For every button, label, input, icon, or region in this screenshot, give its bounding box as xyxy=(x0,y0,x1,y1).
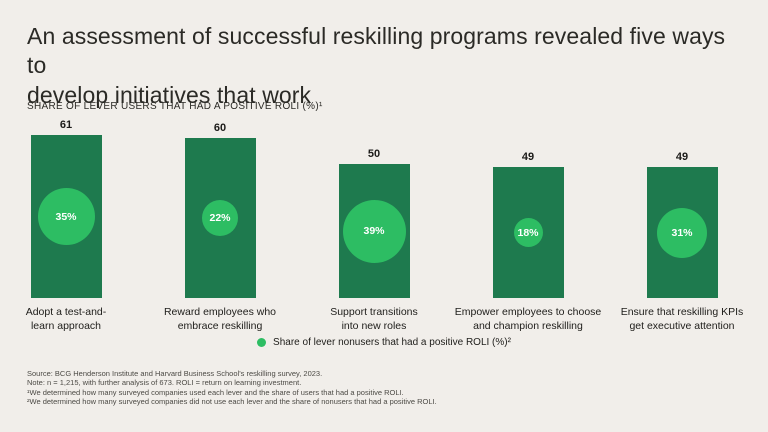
footer-notes: Source: BCG Henderson Institute and Harv… xyxy=(27,369,747,407)
legend-dot-icon xyxy=(257,338,267,347)
bar-value-label: 49 xyxy=(521,151,535,163)
user-share-bar: 18% xyxy=(492,167,564,298)
bar-value-label: 50 xyxy=(367,148,381,160)
bar-column-4: 49 18% xyxy=(451,151,605,298)
footer-line: Source: BCG Henderson Institute and Harv… xyxy=(27,369,323,378)
bar-value-label: 49 xyxy=(675,151,689,163)
bar-value-label: 61 xyxy=(59,119,73,131)
legend: Share of lever nonusers that had a posit… xyxy=(0,337,768,348)
bar-category-label: Reward employees who embrace reskilling xyxy=(163,306,277,332)
bar-column-1: 61 35% xyxy=(0,119,143,298)
bar-column-5: 49 31% xyxy=(605,151,759,298)
legend-label: Share of lever nonusers that had a posit… xyxy=(273,337,511,348)
axis-title: SHARE OF LEVER USERS THAT HAD A POSITIVE… xyxy=(27,101,323,112)
bar-value-label: 60 xyxy=(213,122,227,134)
slide-title-line2: develop initiatives that work xyxy=(27,81,312,108)
bar-category-label: Adopt a test-and-learn approach xyxy=(25,306,107,332)
bar-column-2: 60 22% xyxy=(143,122,297,298)
nonuser-share-circle: 35% xyxy=(37,188,95,245)
nonuser-share-circle: 18% xyxy=(513,218,543,247)
nonuser-share-circle: 22% xyxy=(202,200,238,236)
bar-category-label: Support transitions into new roles xyxy=(330,306,418,332)
nonuser-share-circle: 39% xyxy=(342,199,406,263)
user-share-bar: 39% xyxy=(338,164,410,298)
footer-line: Note: n = 1,215, with further analysis o… xyxy=(27,378,302,388)
slide-title: An assessment of successful reskilling p… xyxy=(27,22,742,110)
footer-line: ¹We determined how many surveyed compani… xyxy=(27,387,404,397)
slide-title-line1: An assessment of successful reskilling p… xyxy=(27,23,726,79)
user-share-bar: 35% xyxy=(30,135,102,298)
nonuser-share-circle: 31% xyxy=(657,207,707,258)
bars-row: 61 35% 60 22% 50 39% 49 18% 49 31% xyxy=(0,119,759,298)
bar-category-label: Ensure that reskilling KPIs get executive… xyxy=(620,306,744,332)
bar-chart: 61 35% 60 22% 50 39% 49 18% 49 31% Adopt a test-a… xyxy=(0,119,759,334)
footer-line: ²We determined how many surveyed compani… xyxy=(27,397,437,407)
user-share-bar: 31% xyxy=(646,167,718,298)
bar-category-label: Empower employees to choose and champion … xyxy=(454,306,602,332)
user-share-bar: 22% xyxy=(184,138,256,298)
bar-labels-row: Adopt a test-and-learn approach Reward em… xyxy=(0,306,759,334)
bar-column-3: 50 39% xyxy=(297,148,451,298)
